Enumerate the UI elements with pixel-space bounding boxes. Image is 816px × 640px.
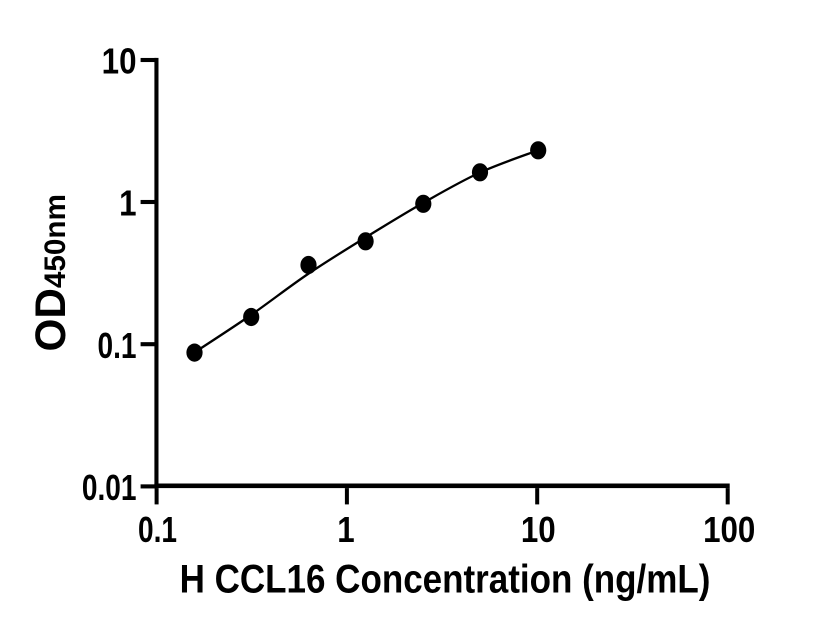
svg-text:100: 100 [703,510,755,551]
svg-text:10: 10 [521,510,556,551]
svg-text:0.1: 0.1 [138,509,177,549]
svg-text:1: 1 [119,184,136,225]
svg-text:10: 10 [102,42,137,83]
svg-text:0.1: 0.1 [97,325,136,365]
svg-text:H CCL16 Concentration (ng/mL): H CCL16 Concentration (ng/mL) [180,556,711,601]
svg-text:0.01: 0.01 [82,468,137,508]
svg-text:1: 1 [337,510,354,551]
svg-text:OD450nm: OD450nm [28,194,75,351]
